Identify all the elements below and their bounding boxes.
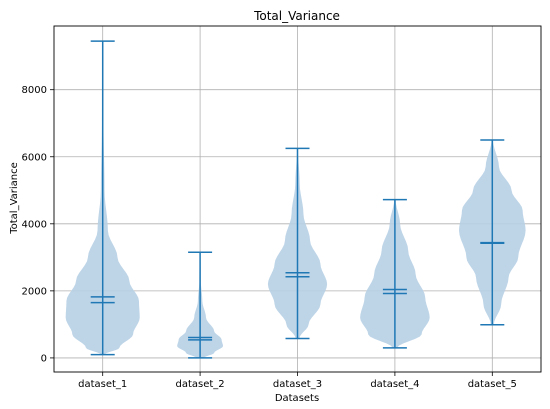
x-tick-label: dataset_5	[468, 379, 517, 390]
violin-dataset_4	[360, 198, 430, 349]
violin-dataset_1	[65, 40, 140, 356]
y-tick-label: 8000	[22, 85, 47, 96]
x-tick-label: dataset_2	[176, 379, 225, 390]
y-axis-label: Total_Variance	[9, 162, 20, 235]
tick-labels: 0 2000 4000 6000 8000 dataset_1 dataset_2 datas…	[22, 85, 517, 390]
y-tick-label: 2000	[22, 286, 47, 297]
violin-dataset_3	[267, 147, 328, 340]
y-tick-label: 0	[41, 353, 47, 364]
violin-dataset_2	[177, 251, 224, 359]
axes	[50, 25, 542, 376]
chart-title: Total_Variance	[253, 9, 340, 23]
violin-dataset_5	[458, 139, 526, 326]
x-tick-label: dataset_4	[370, 379, 419, 390]
x-tick-label: dataset_3	[273, 379, 322, 390]
y-tick-label: 6000	[22, 152, 47, 163]
violins	[65, 40, 526, 359]
y-tick-label: 4000	[22, 219, 47, 230]
x-tick-label: dataset_1	[78, 379, 127, 390]
x-axis-label: Datasets	[275, 393, 319, 404]
